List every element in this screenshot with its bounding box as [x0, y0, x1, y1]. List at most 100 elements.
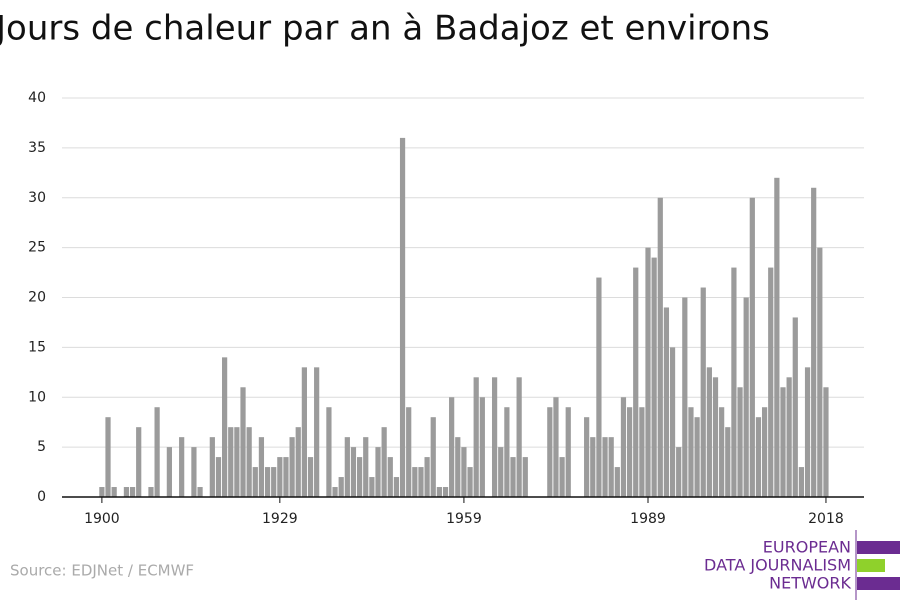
- bar: [712, 377, 719, 497]
- bar: [706, 367, 712, 497]
- bar: [387, 457, 393, 497]
- bar: [166, 447, 172, 497]
- bar: [725, 427, 731, 497]
- logo-text: EUROPEAN: [763, 538, 851, 557]
- y-tick-label: 15: [28, 339, 46, 355]
- bar: [669, 347, 676, 497]
- bar: [553, 397, 559, 497]
- bar: [350, 447, 357, 497]
- logo-text: NETWORK: [769, 574, 851, 593]
- bar: [344, 437, 350, 497]
- bar: [338, 477, 344, 497]
- bar: [749, 197, 755, 497]
- bar: [264, 467, 271, 497]
- bar: [547, 407, 553, 497]
- bar: [129, 487, 136, 497]
- bar: [626, 407, 633, 497]
- y-tick-label: 20: [28, 290, 46, 306]
- bar: [663, 307, 670, 497]
- bar: [774, 177, 780, 498]
- bar: [209, 437, 215, 497]
- bar: [99, 487, 105, 497]
- bar: [804, 367, 811, 497]
- bar: [719, 407, 725, 497]
- bar: [676, 447, 682, 497]
- y-tick-label: 0: [37, 489, 46, 505]
- bar: [314, 367, 320, 497]
- bar: [614, 467, 620, 497]
- bar: [412, 467, 418, 497]
- bar: [657, 197, 663, 497]
- bar: [197, 487, 203, 497]
- bar: [823, 387, 829, 497]
- bar: [694, 417, 700, 497]
- bar: [179, 437, 185, 497]
- x-tick-label: 1900: [84, 511, 120, 527]
- logo-bar: [857, 559, 885, 572]
- bar: [215, 457, 222, 497]
- bar: [399, 137, 406, 497]
- bar: [584, 417, 590, 497]
- y-tick-label: 30: [28, 190, 46, 206]
- bar: [234, 427, 240, 497]
- bar: [811, 187, 817, 497]
- bar: [271, 467, 277, 497]
- bar: [596, 277, 602, 497]
- bar: [246, 427, 252, 497]
- bar: [743, 297, 749, 497]
- bar: [565, 407, 571, 497]
- bar: [651, 257, 657, 497]
- bar: [326, 407, 332, 497]
- bar: [780, 387, 786, 497]
- bar: [222, 357, 228, 497]
- bar: [602, 437, 608, 497]
- bar: [363, 437, 369, 497]
- bar: [639, 407, 645, 497]
- bar: [768, 267, 774, 497]
- bar: [498, 447, 504, 497]
- bar: [682, 297, 688, 497]
- x-tick-label: 1929: [262, 511, 298, 527]
- bar: [436, 487, 442, 497]
- bar: [590, 437, 596, 497]
- y-tick-label: 40: [28, 90, 46, 106]
- bar: [491, 377, 498, 497]
- bar: [473, 377, 479, 497]
- logo-bar: [857, 577, 900, 590]
- bar: [406, 407, 412, 497]
- bar: [252, 467, 258, 497]
- bar: [700, 287, 706, 497]
- bar: [111, 487, 117, 497]
- bar: [522, 457, 528, 497]
- bar: [455, 437, 461, 497]
- bar: [608, 437, 614, 497]
- x-tick-label: 2018: [808, 511, 844, 527]
- bar: [786, 377, 792, 497]
- bar: [430, 417, 436, 497]
- source: Source: EDJNet / ECMWF: [10, 562, 194, 580]
- bar: [442, 487, 449, 497]
- bar: [375, 447, 381, 497]
- bar: [467, 467, 473, 497]
- y-tick-label: 25: [28, 240, 46, 256]
- logo-bar: [857, 541, 900, 554]
- bar: [283, 457, 289, 497]
- bar: [393, 477, 400, 497]
- bar: [136, 427, 142, 497]
- bar: [369, 477, 375, 497]
- bar: [817, 247, 823, 497]
- y-tick-label: 10: [28, 389, 46, 405]
- bar: [461, 447, 467, 497]
- bar: [424, 457, 430, 497]
- bar: [798, 467, 805, 497]
- logo-text: DATA JOURNALISM: [704, 556, 851, 575]
- bar: [510, 457, 516, 497]
- bar: [688, 407, 694, 497]
- bar: [755, 417, 762, 497]
- bar: [289, 437, 295, 497]
- bar: [737, 387, 743, 497]
- bar: [123, 487, 130, 497]
- bar: [620, 397, 627, 497]
- bar: [479, 397, 485, 497]
- bar: [356, 457, 363, 497]
